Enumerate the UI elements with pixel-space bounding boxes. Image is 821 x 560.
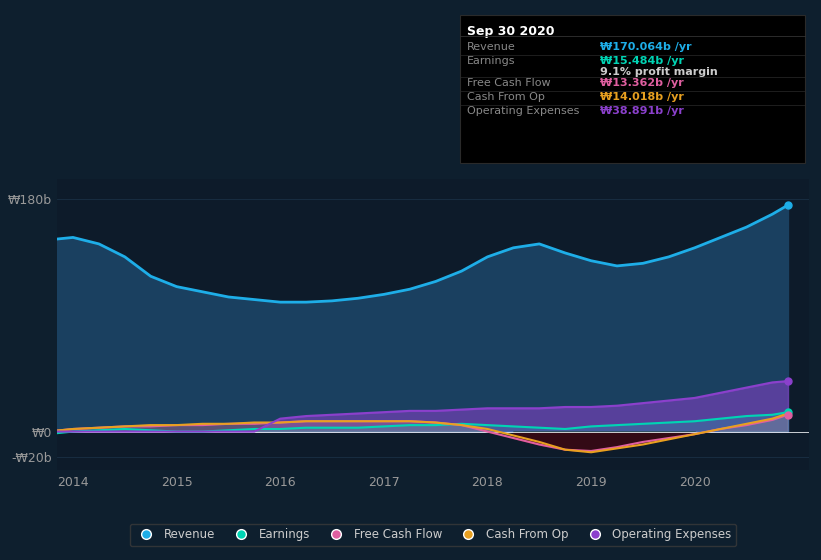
- Text: ₩170.064b /yr: ₩170.064b /yr: [599, 42, 691, 52]
- Text: Cash From Op: Cash From Op: [466, 92, 544, 102]
- Text: Sep 30 2020: Sep 30 2020: [466, 25, 554, 38]
- Text: ₩38.891b /yr: ₩38.891b /yr: [599, 106, 683, 116]
- Text: ₩13.362b /yr: ₩13.362b /yr: [599, 78, 683, 88]
- Text: ₩15.484b /yr: ₩15.484b /yr: [599, 56, 684, 66]
- Text: Operating Expenses: Operating Expenses: [466, 106, 579, 116]
- Legend: Revenue, Earnings, Free Cash Flow, Cash From Op, Operating Expenses: Revenue, Earnings, Free Cash Flow, Cash …: [130, 524, 736, 546]
- Text: Revenue: Revenue: [466, 42, 516, 52]
- Text: Earnings: Earnings: [466, 56, 515, 66]
- Text: 9.1% profit margin: 9.1% profit margin: [599, 67, 718, 77]
- Text: ₩14.018b /yr: ₩14.018b /yr: [599, 92, 683, 102]
- Text: Free Cash Flow: Free Cash Flow: [466, 78, 550, 88]
